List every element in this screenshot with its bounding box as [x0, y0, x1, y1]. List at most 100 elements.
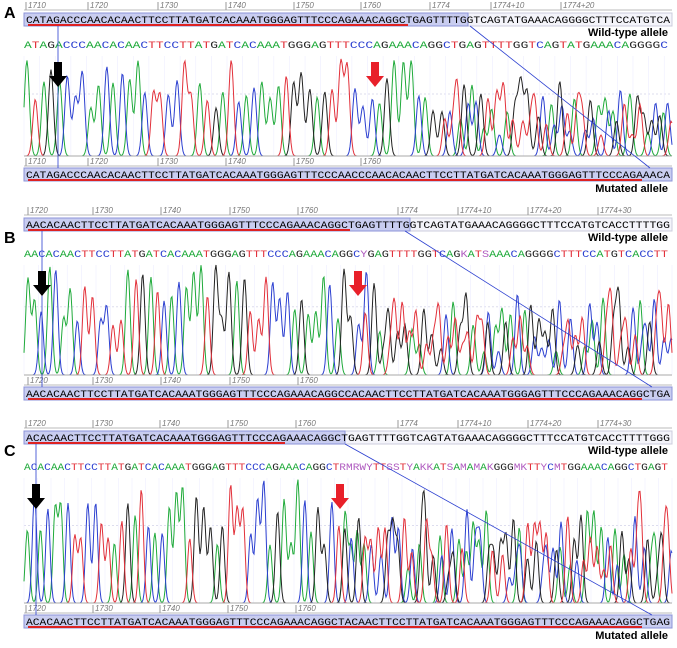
- ruler-label: 1750: [230, 419, 248, 428]
- panel-label: A: [4, 5, 16, 22]
- base: G: [272, 463, 279, 474]
- base: T: [98, 463, 105, 474]
- ruler-label: 1774+20: [563, 1, 595, 10]
- base: T: [451, 41, 459, 52]
- base: A: [241, 41, 249, 52]
- base: A: [146, 250, 153, 261]
- base: G: [47, 41, 55, 52]
- base: T: [148, 41, 156, 52]
- base: T: [380, 463, 387, 474]
- base: A: [172, 463, 179, 474]
- base: A: [24, 41, 32, 52]
- ruler-label: 1740: [228, 1, 246, 10]
- base: A: [265, 41, 273, 52]
- base: A: [133, 41, 141, 52]
- ruler-label: 1730: [160, 157, 178, 166]
- base: C: [74, 250, 81, 261]
- ruler-label: 1760: [363, 1, 381, 10]
- base: A: [518, 250, 525, 261]
- base: C: [53, 250, 60, 261]
- base: A: [303, 250, 310, 261]
- base: A: [257, 41, 265, 52]
- base: K: [487, 463, 494, 474]
- ruler-label: 1774+20: [530, 206, 562, 215]
- base: A: [60, 250, 67, 261]
- trace: [24, 58, 673, 157]
- base: C: [614, 41, 622, 52]
- alignment-diagonal: [469, 25, 651, 169]
- base: G: [296, 250, 303, 261]
- base: A: [373, 41, 381, 52]
- base: A: [111, 463, 118, 474]
- base: G: [513, 41, 521, 52]
- wild-type-label: Wild-type allele: [588, 27, 668, 39]
- base: C: [274, 250, 281, 261]
- base: R: [339, 463, 346, 474]
- base: A: [588, 463, 595, 474]
- base: C: [660, 41, 668, 52]
- base: G: [210, 41, 218, 52]
- ruler-label: 1720: [90, 1, 108, 10]
- base: G: [138, 250, 145, 261]
- mutated-label: Mutated allele: [595, 183, 668, 195]
- base: G: [552, 41, 560, 52]
- base: C: [536, 41, 544, 52]
- wild-type-sequence: AACACAACTTCCTTATGATCACAAATGGGAGTTTCCCAGA…: [26, 221, 670, 232]
- base: G: [637, 41, 645, 52]
- base: A: [453, 463, 460, 474]
- base: A: [420, 41, 428, 52]
- red-arrow: [349, 271, 367, 296]
- base: A: [375, 250, 382, 261]
- base: G: [381, 41, 389, 52]
- ruler-label: 1720: [30, 206, 48, 215]
- base: T: [505, 41, 513, 52]
- base: C: [233, 41, 241, 52]
- alignment-diagonal: [344, 443, 653, 616]
- base: G: [500, 463, 507, 474]
- base: T: [618, 250, 625, 261]
- base: G: [418, 250, 425, 261]
- base: C: [102, 41, 110, 52]
- base: C: [245, 463, 252, 474]
- base: T: [117, 250, 124, 261]
- base: G: [521, 41, 529, 52]
- base: C: [554, 250, 561, 261]
- base: C: [145, 463, 152, 474]
- base: M: [514, 463, 521, 474]
- base: G: [339, 250, 346, 261]
- base: C: [63, 41, 71, 52]
- base: G: [583, 41, 591, 52]
- base: C: [639, 250, 646, 261]
- called-sequence: ATAGACCCAACACAACTTCCTTATGATCACAAATGGGAGT…: [24, 41, 668, 52]
- base: A: [598, 41, 606, 52]
- base: T: [203, 250, 210, 261]
- base: G: [125, 463, 132, 474]
- base: C: [365, 41, 373, 52]
- black-arrow: [27, 484, 45, 509]
- base: G: [641, 463, 648, 474]
- base: G: [474, 41, 482, 52]
- ruler-label: 1720: [28, 604, 46, 613]
- base: M: [554, 463, 561, 474]
- base: A: [40, 41, 48, 52]
- base: T: [661, 250, 668, 261]
- alignment-diagonal: [404, 230, 653, 388]
- base: C: [267, 250, 274, 261]
- base: T: [497, 41, 505, 52]
- ruler-label: 1740: [163, 206, 181, 215]
- base: A: [606, 41, 614, 52]
- base: A: [590, 41, 598, 52]
- base: G: [494, 463, 501, 474]
- base: T: [118, 463, 125, 474]
- base: A: [648, 463, 655, 474]
- wild-type-sequence: ACACAACTTCCTTATGATCACAAATGGGAGTTTCCCAGAA…: [26, 434, 670, 445]
- base: C: [625, 250, 632, 261]
- ruler-label: 1750: [232, 206, 250, 215]
- base: A: [608, 463, 615, 474]
- red-arrow: [366, 62, 384, 87]
- base: Y: [360, 250, 367, 261]
- ruler-label: 1730: [95, 206, 113, 215]
- base: A: [232, 250, 239, 261]
- ruler-label: 1720: [30, 376, 48, 385]
- base: G: [525, 250, 532, 261]
